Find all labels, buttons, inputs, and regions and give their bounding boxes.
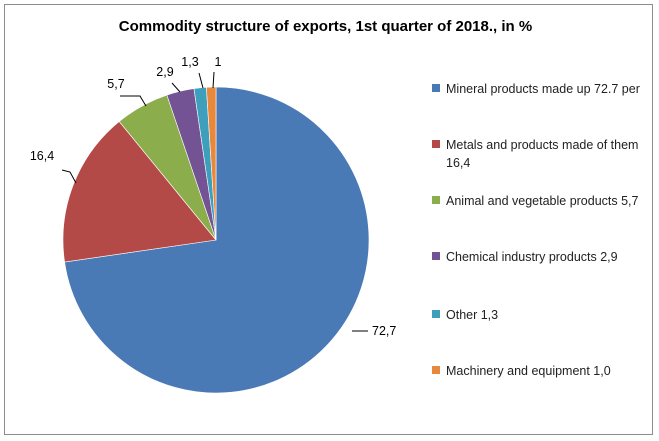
data-label-metals: 16,4 [30, 149, 54, 163]
legend-swatch [432, 310, 440, 318]
data-label-machinery: 1 [215, 55, 222, 69]
data-label-animal-vegetable: 5,7 [107, 77, 124, 91]
legend-swatch [432, 84, 440, 92]
legend-item-chemical: Chemical industry products 2,9 [432, 248, 642, 266]
legend-swatch [432, 366, 440, 374]
legend-swatch [432, 196, 440, 204]
legend-label: Metals and products made of them 16,4 [446, 138, 639, 170]
legend-label: Machinery and equipment 1,0 [446, 364, 611, 378]
legend-label: Chemical industry products 2,9 [446, 250, 618, 264]
data-label-other: 1,3 [181, 55, 198, 69]
legend-swatch [432, 140, 440, 148]
leader-line-other [198, 72, 204, 89]
leader-line-metals [61, 169, 77, 184]
legend-item-metals: Metals and products made of them 16,4 [432, 136, 642, 172]
leader-line-chemical [171, 82, 181, 93]
legend-item-machinery: Machinery and equipment 1,0 [432, 362, 642, 380]
data-label-mineral: 72,7 [372, 324, 396, 338]
legend-item-animal-vegetable: Animal and vegetable products 5,7 [432, 192, 642, 210]
legend-label: Mineral products made up 72.7 per [446, 82, 640, 96]
pie-slice-mineral [64, 86, 370, 394]
data-label-chemical: 2,9 [156, 65, 173, 79]
leader-line-animal-vegetable [120, 95, 147, 107]
legend-label: Animal and vegetable products 5,7 [446, 194, 639, 208]
legend-label: Other 1,3 [446, 308, 499, 322]
pie-slice-metals [62, 121, 217, 263]
legend-swatch [432, 252, 440, 260]
legend-item-mineral: Mineral products made up 72.7 per [432, 80, 642, 98]
pie-slice-machinery [206, 86, 217, 241]
legend-item-other: Other 1,3 [432, 306, 642, 324]
chart-title: Commodity structure of exports, 1st quar… [118, 18, 533, 35]
leader-line-machinery [212, 71, 215, 89]
